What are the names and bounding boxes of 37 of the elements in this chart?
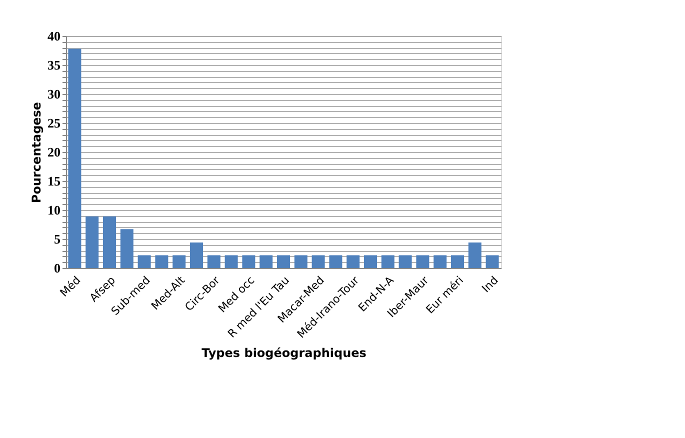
- bar: [416, 255, 430, 268]
- y-tick-label: 20: [48, 144, 60, 160]
- bar: [294, 255, 308, 268]
- x-tick-label: Ind: [479, 274, 501, 296]
- y-tick-label: 35: [48, 58, 61, 72]
- bar: [103, 216, 116, 268]
- bar: [312, 255, 325, 268]
- bar: [190, 242, 203, 268]
- bar: [364, 255, 377, 268]
- y-tick-label: 5: [54, 232, 61, 246]
- bar: [486, 255, 499, 268]
- bar: [468, 242, 482, 268]
- y-tick-label: 15: [48, 174, 61, 188]
- bar: [138, 255, 151, 268]
- bar: [242, 255, 256, 268]
- bar: [120, 229, 134, 268]
- bar: [155, 255, 168, 268]
- bar: [434, 255, 447, 268]
- bar: [346, 255, 360, 268]
- x-axis-title: Types biogéographiques: [202, 346, 366, 360]
- bar: [224, 255, 238, 268]
- bar: [451, 255, 464, 268]
- y-tick-label: 0: [54, 260, 60, 276]
- y-tick-label: 25: [48, 116, 61, 130]
- y-axis-title: Pourcentagese: [30, 102, 44, 204]
- y-tick-label: 10: [48, 202, 60, 218]
- y-tick-label: 30: [48, 86, 60, 102]
- bar: [260, 255, 273, 268]
- bar: [381, 255, 394, 268]
- bar: [277, 255, 290, 268]
- bar: [398, 255, 412, 268]
- bar: [86, 216, 99, 268]
- bar: [329, 255, 342, 268]
- bar: [172, 255, 186, 268]
- y-tick-label: 40: [48, 28, 60, 44]
- bar: [68, 48, 82, 268]
- bar: [207, 255, 220, 268]
